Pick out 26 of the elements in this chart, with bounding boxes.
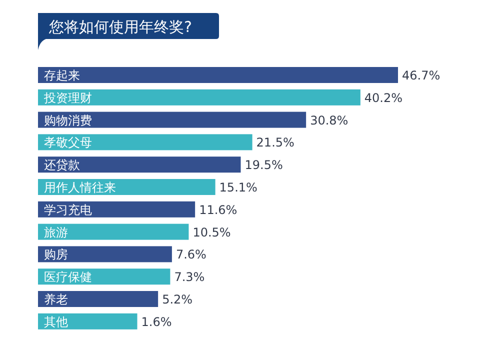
y-tick-label: 购物消费 (44, 113, 92, 128)
data-label: 7.3% (174, 270, 205, 284)
y-tick-label: 用作人情往来 (44, 180, 116, 194)
y-tick-label: 投资理财 (43, 90, 92, 105)
y-tick-label: 医疗保健 (44, 270, 92, 284)
title: 您将如何使用年终奖? (38, 13, 219, 50)
data-label: 11.6% (199, 202, 238, 217)
data-label: 7.6% (176, 248, 206, 262)
data-label: 10.5% (192, 225, 231, 240)
y-tick-label: 养老 (44, 292, 68, 306)
data-label: 40.2% (364, 90, 403, 105)
y-tick-label: 旅游 (44, 225, 68, 240)
data-label: 30.8% (310, 113, 348, 128)
y-tick-label: 学习充电 (44, 202, 92, 217)
data-label: 46.7% (402, 68, 440, 82)
data-label: 19.5% (244, 158, 283, 172)
y-tick-label: 孝敬父母 (44, 136, 92, 150)
data-label: 5.2% (162, 292, 193, 306)
chart-title: 您将如何使用年终奖? (48, 18, 192, 36)
data-label: 15.1% (219, 180, 258, 194)
data-label: 21.5% (256, 136, 294, 150)
y-tick-label: 存起来 (44, 68, 80, 82)
data-label: 1.6% (141, 314, 172, 329)
y-tick-label: 购房 (44, 248, 68, 262)
y-tick-label: 还贷款 (44, 158, 80, 172)
y-tick-label: 其他 (44, 314, 68, 329)
